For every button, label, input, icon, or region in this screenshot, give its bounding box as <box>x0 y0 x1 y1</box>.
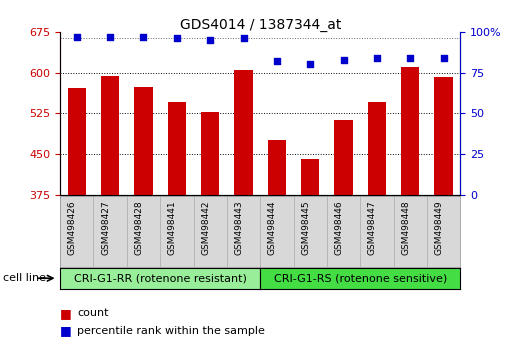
Bar <box>134 87 153 195</box>
Point <box>240 35 248 41</box>
Text: count: count <box>77 308 109 318</box>
Text: GSM498447: GSM498447 <box>368 200 377 255</box>
Point <box>373 55 381 61</box>
Bar <box>301 159 320 195</box>
Text: GSM498445: GSM498445 <box>301 200 310 255</box>
Point <box>106 34 115 40</box>
Text: GSM498426: GSM498426 <box>68 200 77 255</box>
Text: GSM498428: GSM498428 <box>134 200 143 255</box>
Point <box>73 34 81 40</box>
Text: GSM498448: GSM498448 <box>401 200 410 255</box>
Bar <box>435 77 453 195</box>
Text: GSM498449: GSM498449 <box>435 200 444 255</box>
Point <box>406 55 414 61</box>
Bar <box>368 102 386 195</box>
Text: GSM498427: GSM498427 <box>101 200 110 255</box>
Point <box>306 62 314 67</box>
Text: GSM498444: GSM498444 <box>268 200 277 255</box>
Point <box>439 55 448 61</box>
Text: CRI-G1-RS (rotenone sensitive): CRI-G1-RS (rotenone sensitive) <box>274 273 447 283</box>
Bar <box>101 76 119 195</box>
Bar <box>234 70 253 195</box>
Bar <box>67 88 86 195</box>
Bar <box>201 112 219 195</box>
Text: cell line: cell line <box>3 273 46 283</box>
Text: GSM498442: GSM498442 <box>201 200 210 255</box>
Point <box>339 57 348 62</box>
Point <box>206 37 214 43</box>
Text: ■: ■ <box>60 325 72 337</box>
Point <box>272 58 281 64</box>
Bar <box>401 67 419 195</box>
Bar <box>334 120 353 195</box>
Text: percentile rank within the sample: percentile rank within the sample <box>77 326 265 336</box>
Point <box>139 34 147 40</box>
Text: GDS4014 / 1387344_at: GDS4014 / 1387344_at <box>179 18 341 32</box>
Bar <box>268 141 286 195</box>
Text: CRI-G1-RR (rotenone resistant): CRI-G1-RR (rotenone resistant) <box>74 273 247 283</box>
Text: GSM498441: GSM498441 <box>168 200 177 255</box>
Point <box>173 35 181 41</box>
Text: ■: ■ <box>60 307 72 320</box>
Bar <box>168 102 186 195</box>
Text: GSM498443: GSM498443 <box>234 200 244 255</box>
Text: GSM498446: GSM498446 <box>335 200 344 255</box>
